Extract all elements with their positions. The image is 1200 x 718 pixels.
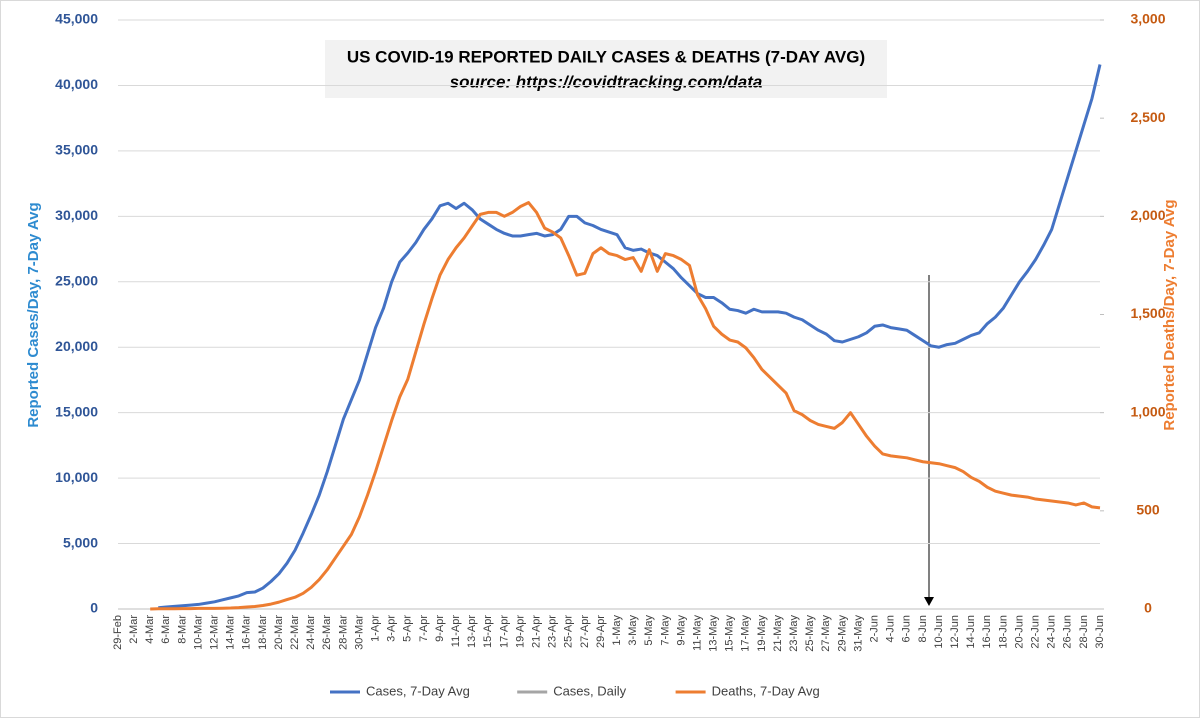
x-tick-label: 5-Apr [402,615,414,642]
y2-axis-label: Reported Deaths/Day, 7-Day Avg [1161,199,1178,430]
x-tick-label: 25-May [804,615,816,652]
annotation-arrowhead [924,597,934,606]
x-tick-label: 4-Mar [144,615,156,644]
x-tick-label: 18-Mar [257,615,269,650]
x-tick-label: 6-Mar [160,615,172,644]
y2-tick-label: 3,000 [1130,11,1165,27]
x-tick-label: 11-Apr [450,615,462,648]
y-tick-label: 25,000 [55,272,98,288]
x-tick-label: 20-Mar [273,615,285,650]
x-tick-label: 21-May [772,615,784,652]
x-tick-label: 2-Mar [128,615,140,644]
x-tick-label: 23-May [788,615,800,652]
x-tick-label: 21-Apr [530,615,542,648]
y-tick-label: 20,000 [55,338,98,354]
x-tick-label: 22-Jun [1030,615,1042,649]
y2-tick-label: 1,000 [1130,403,1165,419]
x-tick-label: 30-Jun [1094,615,1106,649]
x-tick-label: 8-Mar [176,615,188,644]
legend-label: Cases, Daily [553,683,626,698]
x-tick-label: 31-May [852,615,864,652]
y-tick-label: 15,000 [55,403,98,419]
y-tick-label: 30,000 [55,207,98,223]
x-tick-label: 4-Jun [885,615,897,643]
x-tick-label: 3-May [627,615,639,646]
x-tick-label: 28-Jun [1078,615,1090,649]
x-tick-label: 7-Apr [418,615,430,642]
x-tick-label: 17-May [740,615,752,652]
legend-label: Deaths, 7-Day Avg [712,683,820,698]
chart-subtitle: source: https://covidtracking.com/data [450,72,763,91]
x-tick-label: 17-Apr [498,615,510,648]
x-tick-label: 15-May [724,615,736,652]
x-tick-label: 5-May [643,615,655,646]
x-tick-label: 10-Mar [192,615,204,650]
x-tick-label: 11-May [691,615,703,651]
y-axis-label: Reported Cases/Day, 7-Day Avg [25,202,42,427]
x-tick-label: 19-May [756,615,768,652]
y2-tick-label: 2,000 [1130,207,1165,223]
x-tick-label: 29-Feb [112,615,124,650]
y2-tick-label: 0 [1144,600,1152,616]
x-tick-label: 14-Mar [225,615,237,650]
y-tick-label: 40,000 [55,76,98,92]
series-line [158,64,1102,610]
x-tick-label: 20-Jun [1013,615,1025,649]
series-line [150,201,1101,611]
y-tick-label: 5,000 [63,534,98,550]
x-tick-label: 22-Mar [289,615,301,650]
x-tick-label: 9-Apr [434,615,446,642]
x-tick-label: 19-Apr [514,615,526,648]
x-tick-label: 13-May [708,615,720,652]
x-tick-label: 16-Jun [981,615,993,649]
x-tick-label: 29-Apr [595,615,607,648]
x-tick-label: 6-Jun [901,615,913,643]
x-tick-label: 1-Apr [369,615,381,642]
x-tick-label: 26-Jun [1062,615,1074,649]
x-tick-label: 14-Jun [965,615,977,649]
y-tick-label: 0 [90,600,98,616]
x-tick-label: 15-Apr [482,615,494,648]
y-tick-label: 35,000 [55,142,98,158]
x-tick-label: 29-May [836,615,848,652]
x-tick-label: 12-Mar [208,615,220,650]
x-tick-label: 26-Mar [321,615,333,650]
x-tick-label: 2-Jun [869,615,881,643]
chart-title: US COVID-19 REPORTED DAILY CASES & DEATH… [347,47,865,66]
x-tick-label: 23-Apr [547,615,559,648]
y-tick-label: 10,000 [55,469,98,485]
x-tick-label: 27-Apr [579,615,591,648]
x-tick-label: 27-May [820,615,832,652]
title-box [325,40,887,98]
x-tick-label: 24-Mar [305,615,317,650]
x-tick-label: 9-May [675,615,687,646]
legend-label: Cases, 7-Day Avg [366,683,470,698]
x-tick-label: 3-Apr [386,615,398,642]
x-tick-label: 10-Jun [933,615,945,649]
y2-tick-label: 2,500 [1130,109,1165,125]
x-tick-label: 7-May [659,615,671,646]
x-tick-label: 16-Mar [241,615,253,650]
x-tick-label: 8-Jun [917,615,929,643]
x-tick-label: 30-Mar [353,615,365,650]
x-tick-label: 1-May [611,615,623,646]
x-tick-label: 25-Apr [563,615,575,648]
x-tick-label: 18-Jun [997,615,1009,649]
y2-tick-label: 1,500 [1130,305,1165,321]
x-tick-label: 28-Mar [337,615,349,650]
y-tick-label: 45,000 [55,11,98,27]
y2-tick-label: 500 [1136,502,1160,518]
x-tick-label: 24-Jun [1046,615,1058,649]
x-tick-label: 12-Jun [949,615,961,649]
x-tick-label: 13-Apr [466,615,478,648]
